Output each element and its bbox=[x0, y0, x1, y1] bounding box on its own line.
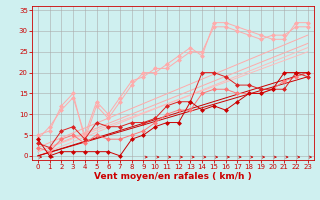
X-axis label: Vent moyen/en rafales ( km/h ): Vent moyen/en rafales ( km/h ) bbox=[94, 172, 252, 181]
